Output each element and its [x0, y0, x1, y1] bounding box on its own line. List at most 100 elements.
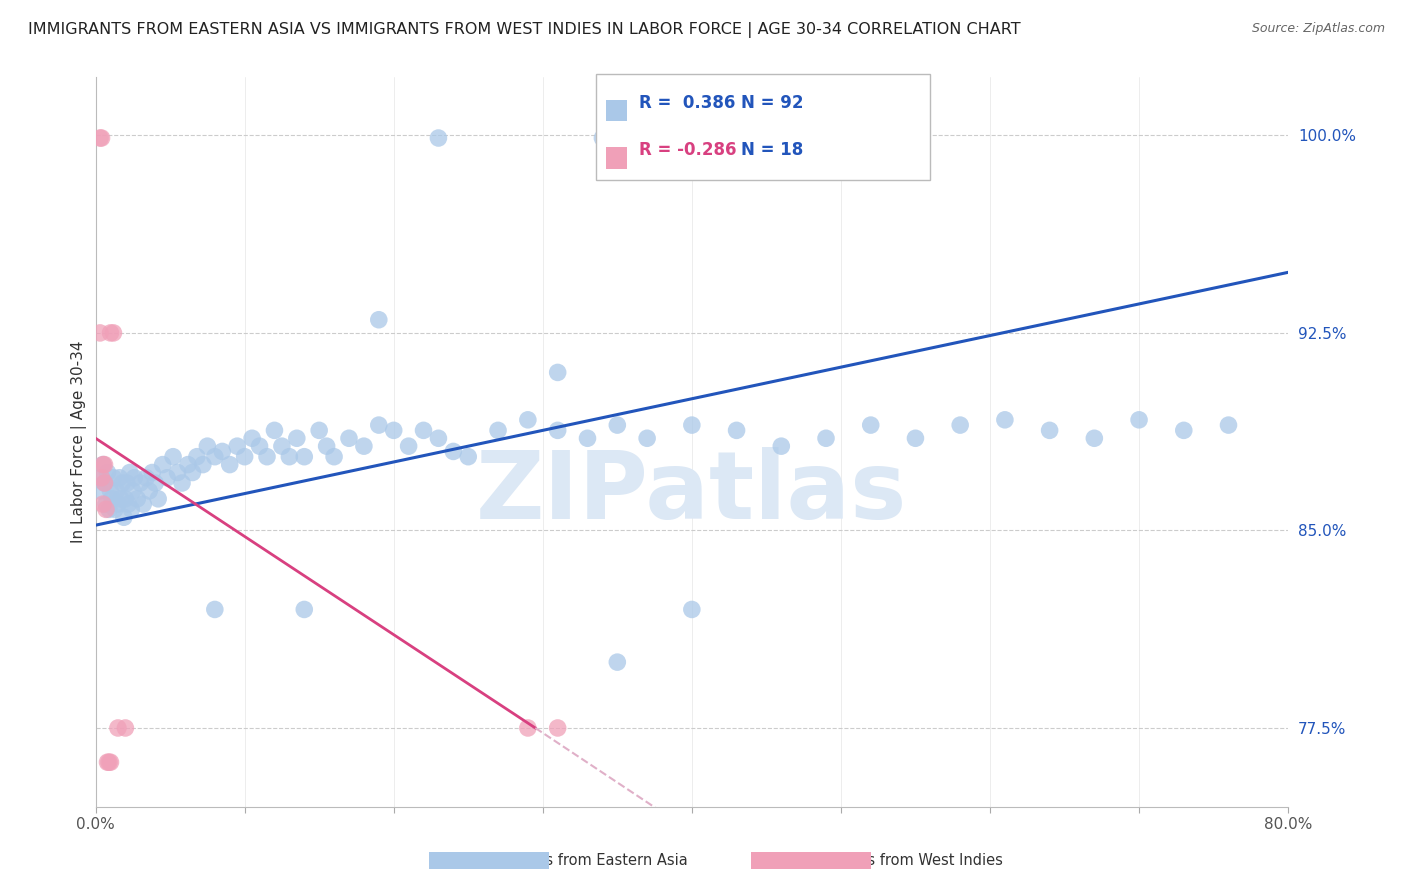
Point [204, 602, 226, 616]
Point [141, 466, 163, 480]
Point [547, 423, 569, 437]
Point [114, 721, 136, 735]
Text: N = 92: N = 92 [741, 95, 803, 112]
Point [681, 602, 703, 616]
Point [367, 312, 389, 326]
Point [191, 458, 214, 472]
Point [606, 655, 628, 669]
Point [91, 458, 114, 472]
Point [516, 721, 538, 735]
Point [1218, 418, 1240, 433]
Point [111, 476, 134, 491]
Point [441, 444, 464, 458]
Point [292, 450, 315, 464]
Point [591, 131, 613, 145]
Point [156, 471, 179, 485]
Point [98, 755, 121, 769]
Point [104, 502, 127, 516]
Point [121, 483, 143, 498]
Point [427, 431, 450, 445]
Point [814, 431, 837, 445]
Point [94, 497, 117, 511]
Point [770, 439, 793, 453]
Point [96, 466, 118, 480]
Point [181, 466, 204, 480]
Point [115, 476, 138, 491]
Point [107, 497, 129, 511]
Point [681, 418, 703, 433]
Point [120, 502, 142, 516]
Point [91, 497, 114, 511]
Point [263, 423, 285, 437]
Text: R = -0.286: R = -0.286 [640, 141, 737, 159]
Point [91, 458, 114, 472]
Text: ZIPatlas: ZIPatlas [477, 447, 907, 540]
Text: R =  0.386: R = 0.386 [640, 95, 735, 112]
Point [398, 439, 420, 453]
Point [89, 326, 111, 340]
Point [101, 491, 124, 506]
Point [486, 423, 509, 437]
Point [138, 483, 160, 498]
Point [195, 439, 218, 453]
Point [148, 491, 170, 506]
Point [177, 458, 200, 472]
Point [278, 450, 301, 464]
Y-axis label: In Labor Force | Age 30-34: In Labor Force | Age 30-34 [72, 341, 87, 543]
Point [100, 483, 122, 498]
Text: IMMIGRANTS FROM EASTERN ASIA VS IMMIGRANTS FROM WEST INDIES IN LABOR FORCE | AGE: IMMIGRANTS FROM EASTERN ASIA VS IMMIGRAN… [28, 22, 1021, 38]
Point [117, 497, 139, 511]
Point [93, 458, 115, 472]
Point [93, 476, 115, 491]
Point [143, 476, 166, 491]
Point [606, 418, 628, 433]
Point [1128, 413, 1150, 427]
Point [1083, 431, 1105, 445]
Point [315, 439, 337, 453]
Point [170, 476, 193, 491]
Point [353, 439, 375, 453]
Point [90, 471, 112, 485]
Point [103, 326, 125, 340]
Point [124, 471, 146, 485]
Point [636, 431, 658, 445]
Point [114, 491, 136, 506]
Point [166, 466, 188, 480]
Point [96, 755, 118, 769]
Point [1173, 423, 1195, 437]
Point [576, 431, 599, 445]
Point [108, 471, 131, 485]
Point [949, 418, 972, 433]
Point [547, 366, 569, 380]
Point [135, 471, 157, 485]
Point [457, 450, 479, 464]
Point [100, 326, 122, 340]
Point [89, 483, 111, 498]
Text: N = 18: N = 18 [741, 141, 803, 159]
Point [90, 131, 112, 145]
Point [93, 476, 115, 491]
Point [118, 466, 141, 480]
Point [285, 431, 308, 445]
Text: Source: ZipAtlas.com: Source: ZipAtlas.com [1251, 22, 1385, 36]
Text: Immigrants from Eastern Asia: Immigrants from Eastern Asia [468, 853, 688, 868]
Point [226, 439, 249, 453]
Point [94, 502, 117, 516]
Point [256, 450, 278, 464]
Point [100, 755, 122, 769]
Point [725, 423, 748, 437]
Point [105, 483, 128, 498]
Point [427, 131, 450, 145]
Point [204, 450, 226, 464]
Point [994, 413, 1017, 427]
Point [240, 431, 263, 445]
Point [292, 602, 315, 616]
Point [90, 471, 112, 485]
Point [152, 458, 174, 472]
Point [89, 131, 111, 145]
Point [1039, 423, 1062, 437]
Point [98, 502, 121, 516]
Point [337, 431, 360, 445]
Point [107, 721, 129, 735]
Point [904, 431, 927, 445]
